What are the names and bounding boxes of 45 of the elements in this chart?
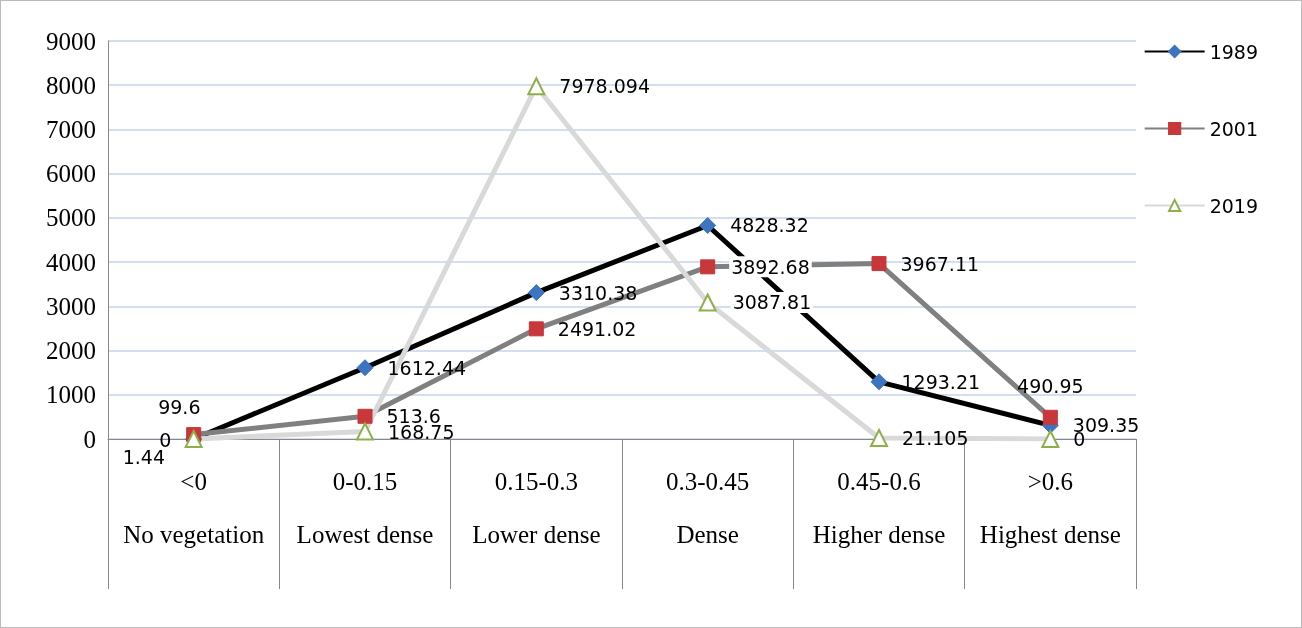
point (698, 293, 717, 312)
data-label: 99.6 (158, 395, 201, 418)
point (870, 373, 888, 391)
point (357, 408, 373, 424)
data-label: 3087.81 (732, 291, 812, 314)
point (527, 77, 546, 96)
data-label: 3310.38 (558, 281, 638, 304)
point (871, 256, 887, 272)
y-tick-label: 9000 (46, 27, 96, 55)
x-tick-label: 0.3-0.45 Dense (666, 468, 750, 548)
legend-label: 2001 (1209, 117, 1259, 140)
y-tick-label: 5000 (46, 204, 96, 232)
y-tick-label: 0 (83, 425, 96, 453)
point (356, 422, 374, 441)
point (699, 216, 717, 234)
y-tick-label: 6000 (46, 160, 96, 188)
point (700, 259, 716, 275)
y-tick-label: 1000 (46, 381, 96, 409)
data-label: 1612.44 (387, 356, 467, 379)
x-tick-label: <0 No vegetation (123, 468, 265, 548)
data-label: 2491.02 (557, 317, 637, 340)
point (1042, 409, 1058, 425)
data-label: 1293.21 (901, 370, 981, 393)
data-label: 21.105 (902, 427, 969, 450)
point (528, 321, 544, 337)
x-tick-label: 0-0.15 Lowest dense (296, 468, 434, 548)
point (870, 429, 888, 448)
y-tick-label: 8000 (46, 71, 96, 99)
legend-label: 1989 (1209, 40, 1259, 63)
data-label: 3967.11 (900, 252, 980, 275)
x-tick-label: 0.45-0.6 Higher dense (812, 468, 946, 548)
point (356, 359, 374, 377)
data-label: 3892.68 (731, 255, 810, 278)
y-tick-label: 7000 (46, 115, 96, 143)
data-label: 4828.32 (730, 214, 809, 237)
point (1041, 430, 1060, 448)
point (527, 284, 545, 302)
data-label: 490.95 (1017, 375, 1084, 398)
legend-label: 2019 (1209, 194, 1259, 217)
y-tick-label: 3000 (46, 292, 96, 320)
x-tick-label: >0.6 Highest dense (979, 468, 1121, 548)
y-tick-label: 2000 (46, 337, 96, 365)
x-tick-label: 0.15-0.3 Lower dense (472, 468, 601, 548)
data-label: 7978.094 (559, 75, 651, 98)
y-tick-label: 4000 (46, 248, 96, 276)
